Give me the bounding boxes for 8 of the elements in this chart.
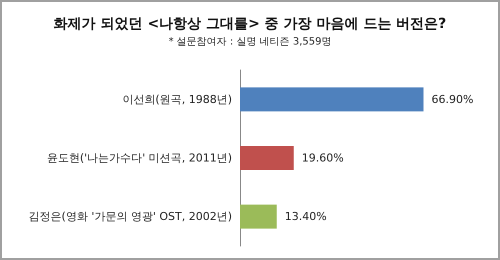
y-tick-label: 윤도현('나는가수다' 미션곡, 2011년) [46,152,232,164]
data-label: 66.90% [431,92,474,106]
data-label: 13.40% [284,210,327,224]
chart-subtitle: * 설문참여자 : 실명 네티즌 3,559명 [168,36,332,48]
chart-title: 화제가 되었던 <나항상 그대를> 중 가장 마음에 드는 버전은? [54,16,446,32]
data-label: 19.60% [302,152,344,164]
y-tick-label: 김정은(영화 '가문의 영광' OST, 2002년) [28,210,232,224]
y-tick-label: 이선희(원곡, 1988년) [122,92,232,106]
